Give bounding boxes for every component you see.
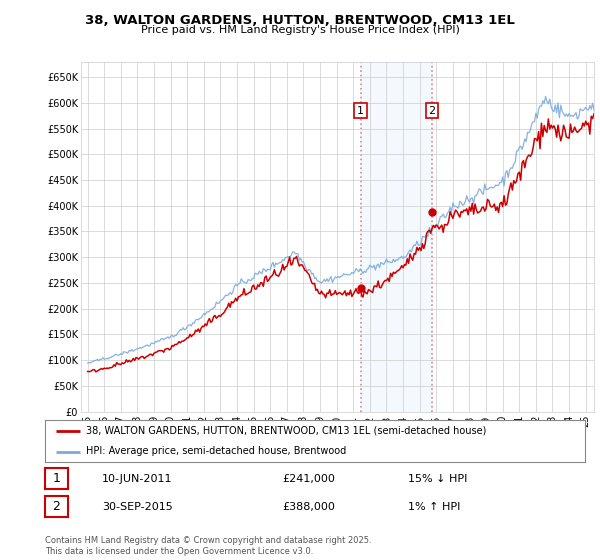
Text: £241,000: £241,000 <box>282 474 335 484</box>
Text: Price paid vs. HM Land Registry's House Price Index (HPI): Price paid vs. HM Land Registry's House … <box>140 25 460 35</box>
Text: 30-SEP-2015: 30-SEP-2015 <box>102 502 173 512</box>
Text: 10-JUN-2011: 10-JUN-2011 <box>102 474 173 484</box>
Text: 1% ↑ HPI: 1% ↑ HPI <box>408 502 460 512</box>
Text: 38, WALTON GARDENS, HUTTON, BRENTWOOD, CM13 1EL: 38, WALTON GARDENS, HUTTON, BRENTWOOD, C… <box>85 14 515 27</box>
Text: £388,000: £388,000 <box>282 502 335 512</box>
Bar <box>361 62 432 412</box>
Text: 1: 1 <box>357 106 364 115</box>
Text: 2: 2 <box>428 106 436 115</box>
Text: 2: 2 <box>52 500 61 513</box>
Text: HPI: Average price, semi-detached house, Brentwood: HPI: Average price, semi-detached house,… <box>86 446 346 456</box>
Text: 1: 1 <box>52 472 61 485</box>
Text: 38, WALTON GARDENS, HUTTON, BRENTWOOD, CM13 1EL (semi-detached house): 38, WALTON GARDENS, HUTTON, BRENTWOOD, C… <box>86 426 486 436</box>
Text: 15% ↓ HPI: 15% ↓ HPI <box>408 474 467 484</box>
Text: Contains HM Land Registry data © Crown copyright and database right 2025.
This d: Contains HM Land Registry data © Crown c… <box>45 536 371 556</box>
